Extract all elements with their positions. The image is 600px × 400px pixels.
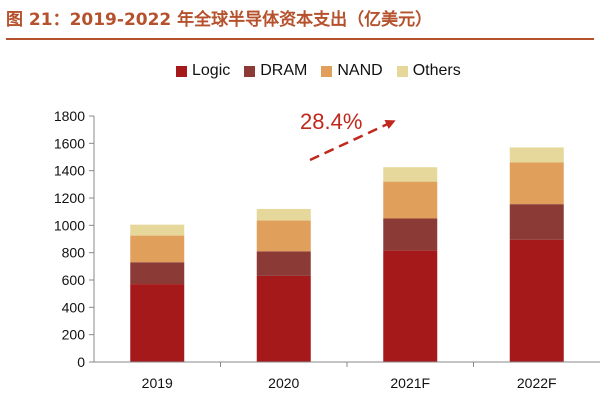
y-tick-label: 400 bbox=[62, 299, 86, 315]
bars-group bbox=[130, 147, 564, 362]
legend-item-others: Others bbox=[396, 62, 461, 80]
bar-dram-2019 bbox=[130, 262, 185, 285]
legend-swatch-dram bbox=[244, 65, 256, 77]
title-underline bbox=[6, 38, 594, 40]
bar-nand-2022f bbox=[509, 162, 564, 205]
legend-label-nand: NAND bbox=[337, 62, 383, 79]
x-tick-label: 2020 bbox=[268, 375, 299, 391]
bar-logic-2022f bbox=[509, 239, 564, 362]
legend-item-logic: Logic bbox=[176, 62, 230, 80]
bar-others-2021f bbox=[383, 167, 438, 182]
y-tick-label: 1600 bbox=[54, 135, 85, 151]
x-tick-label: 2021F bbox=[390, 375, 430, 391]
y-tick-label: 1800 bbox=[54, 108, 85, 124]
y-axis: 0 200 400 600 800 1000 1200 1400 1600 1800 bbox=[54, 108, 95, 370]
y-tick-label: 600 bbox=[62, 272, 86, 288]
y-tick-label: 1400 bbox=[54, 163, 85, 179]
legend-item-nand: NAND bbox=[321, 62, 383, 80]
bar-logic-2020 bbox=[256, 275, 311, 362]
x-tick-label: 2019 bbox=[142, 375, 173, 391]
bar-dram-2022f bbox=[509, 204, 564, 240]
bar-logic-2021f bbox=[383, 250, 438, 362]
legend-item-dram: DRAM bbox=[244, 62, 307, 80]
bar-logic-2019 bbox=[130, 284, 185, 362]
growth-label: 28.4% bbox=[300, 109, 362, 134]
legend-swatch-nand bbox=[321, 65, 333, 77]
legend-label-others: Others bbox=[412, 62, 461, 79]
chart-title: 图 21：2019-2022 年全球半导体资本支出（亿美元） bbox=[6, 10, 433, 30]
bar-nand-2020 bbox=[256, 220, 311, 252]
legend-label-dram: DRAM bbox=[260, 62, 308, 79]
y-tick-label: 0 bbox=[77, 354, 85, 370]
x-axis: 2019 2020 2021F 2022F bbox=[94, 361, 600, 391]
bar-others-2020 bbox=[256, 208, 311, 221]
bar-others-2019 bbox=[130, 224, 185, 236]
bar-nand-2019 bbox=[130, 235, 185, 263]
bar-dram-2021f bbox=[383, 218, 438, 251]
y-tick-label: 800 bbox=[62, 245, 86, 261]
legend-swatch-logic bbox=[176, 65, 187, 77]
y-tick-label: 1000 bbox=[54, 217, 85, 233]
y-tick-label: 1200 bbox=[54, 190, 85, 206]
legend-label-logic: Logic bbox=[192, 62, 231, 79]
bar-nand-2021f bbox=[383, 181, 438, 219]
chart-legend: Logic DRAM NAND Others bbox=[176, 62, 475, 80]
legend-swatch-others bbox=[396, 65, 408, 77]
y-tick-label: 200 bbox=[62, 327, 86, 343]
bar-dram-2020 bbox=[256, 251, 311, 276]
x-tick-label: 2022F bbox=[517, 375, 557, 391]
bar-others-2022f bbox=[509, 147, 564, 163]
